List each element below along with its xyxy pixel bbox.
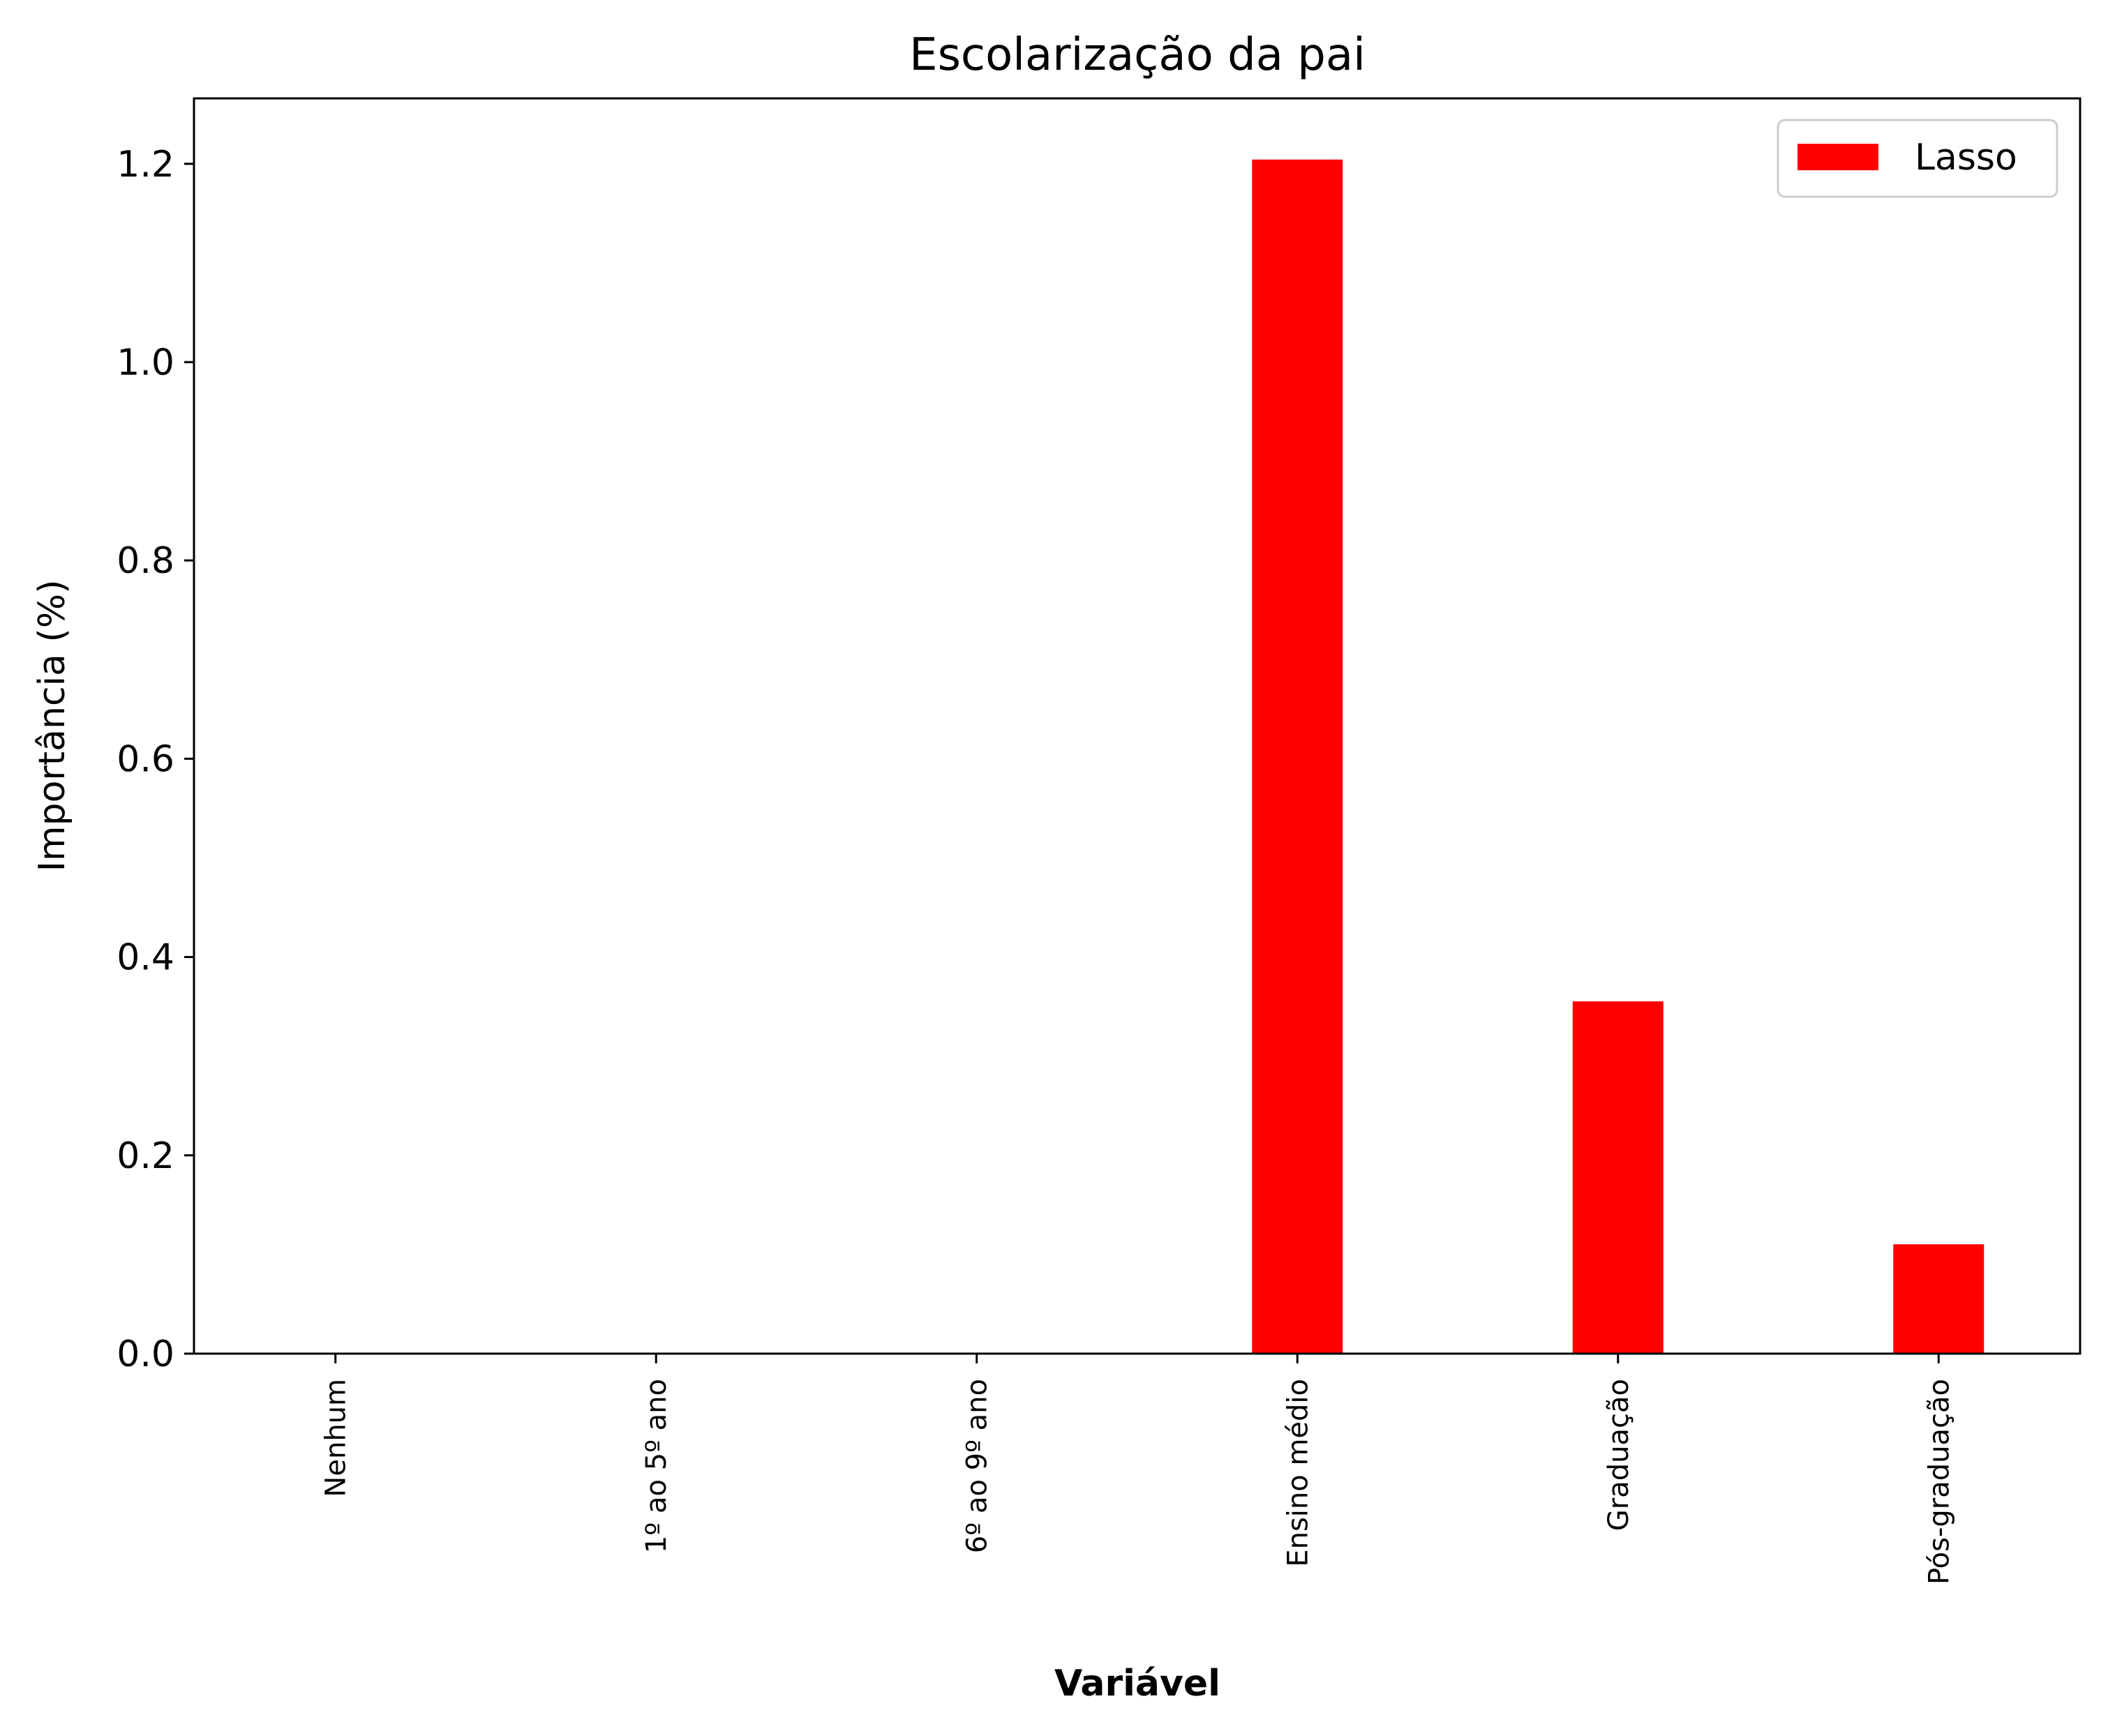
y-tick-label: 0.4: [117, 937, 174, 979]
plot-frame: [193, 97, 2081, 1355]
y-tick-label: 0.6: [117, 738, 174, 780]
bar-3: [1250, 158, 1345, 1355]
legend: Lasso: [1777, 119, 2058, 198]
x-tick-label: Graduação: [1603, 1379, 1635, 1531]
legend-label-lasso: Lasso: [1915, 137, 2017, 179]
bars-layer: [1250, 158, 1986, 1355]
x-tick-label: Ensino médio: [1282, 1379, 1314, 1567]
y-tick-label: 1.2: [117, 144, 174, 186]
y-axis-label: Importância (%): [31, 580, 73, 872]
y-tick-label: 0.8: [117, 540, 174, 582]
x-tick-label: Nenhum: [320, 1379, 352, 1497]
x-tick-label: 6º ao 9º ano: [962, 1379, 994, 1553]
x-axis: Nenhum 1º ao 5º ano 6º ao 9º ano Ensino méd…: [320, 1354, 1955, 1585]
x-axis-label: Variável: [1054, 1663, 1220, 1705]
x-tick-label: Pós-graduação: [1923, 1379, 1955, 1585]
y-tick-label: 0.2: [117, 1135, 174, 1177]
bar-5: [1892, 1243, 1986, 1355]
y-tick-label: 1.0: [117, 342, 174, 384]
bar-4: [1571, 1000, 1665, 1355]
x-tick-label: 1º ao 5º ano: [641, 1379, 673, 1553]
chart-title: Escolarização da pai: [909, 29, 1366, 81]
y-tick-label: 0.0: [117, 1333, 174, 1375]
y-axis: 0.0 0.2 0.4 0.6 0.8 1.0 1.2: [117, 144, 194, 1375]
legend-frame: [1777, 119, 2058, 198]
legend-swatch-lasso: [1797, 144, 1878, 170]
